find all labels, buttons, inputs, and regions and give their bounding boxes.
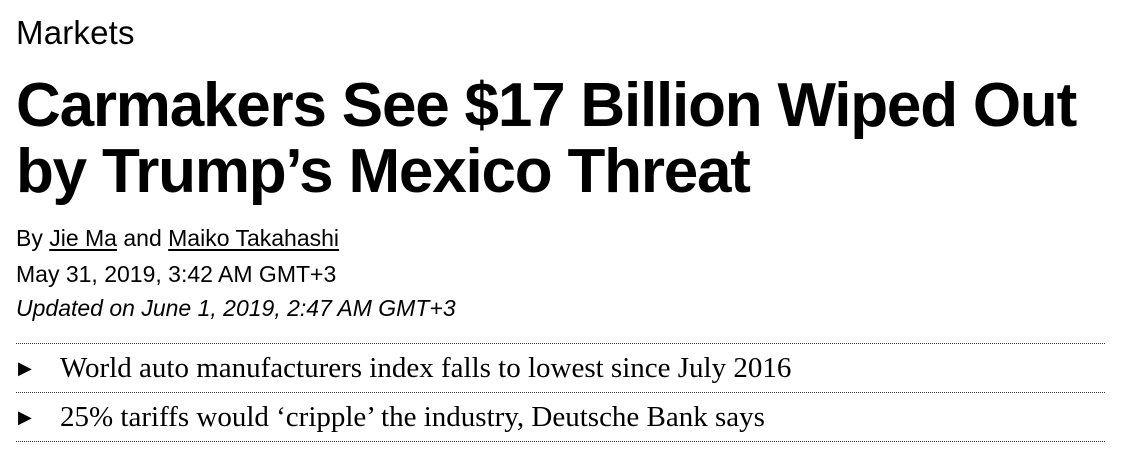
author-link-jie-ma[interactable]: Jie Ma xyxy=(49,225,117,251)
section-label[interactable]: Markets xyxy=(16,14,135,51)
updated-timestamp: Updated on June 1, 2019, 2:47 AM GMT+3 xyxy=(16,295,456,321)
headline: Carmakers See $17 Billion Wiped Out by T… xyxy=(16,71,1077,206)
play-triangle-icon: ▶ xyxy=(18,406,32,428)
byline-prefix: By xyxy=(16,225,43,251)
summary-bullet: ▶ 25% tariffs would ‘cripple’ the indust… xyxy=(16,392,1105,442)
byline: By Jie Ma and Maiko Takahashi xyxy=(16,223,1106,253)
author-link-maiko-takahashi[interactable]: Maiko Takahashi xyxy=(168,225,340,251)
article-header: Markets Carmakers See $17 Billion Wiped … xyxy=(16,0,1106,442)
published-timestamp: May 31, 2019, 3:42 AM GMT+3 xyxy=(16,261,337,287)
summary-bullet-text: 25% tariffs would ‘cripple’ the industry… xyxy=(60,401,765,433)
play-triangle-icon: ▶ xyxy=(18,357,32,379)
summary-bullet-text: World auto manufacturers index falls to … xyxy=(60,352,792,384)
summary-bullets: ▶ World auto manufacturers index falls t… xyxy=(16,343,1105,442)
summary-bullet: ▶ World auto manufacturers index falls t… xyxy=(16,343,1105,392)
byline-joiner: and xyxy=(123,225,162,251)
